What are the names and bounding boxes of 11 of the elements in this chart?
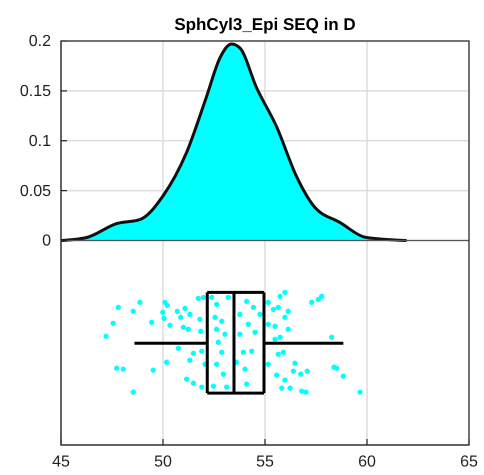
y-tick-label: 0.05 [20, 182, 52, 200]
x-tick-label: 60 [358, 453, 376, 470]
chart-title: SphCyl3_Epi SEQ in D [174, 15, 356, 34]
y-tick-label: 0.1 [28, 132, 52, 150]
x-tick-label: 65 [460, 453, 478, 470]
y-tick-label: 0.2 [28, 33, 52, 50]
x-tick-label: 50 [154, 453, 172, 470]
y-tick-label: 0 [42, 232, 52, 250]
y-tick-label: 0.15 [20, 82, 52, 100]
x-tick-label: 45 [52, 453, 70, 470]
x-tick-label: 55 [256, 453, 274, 470]
